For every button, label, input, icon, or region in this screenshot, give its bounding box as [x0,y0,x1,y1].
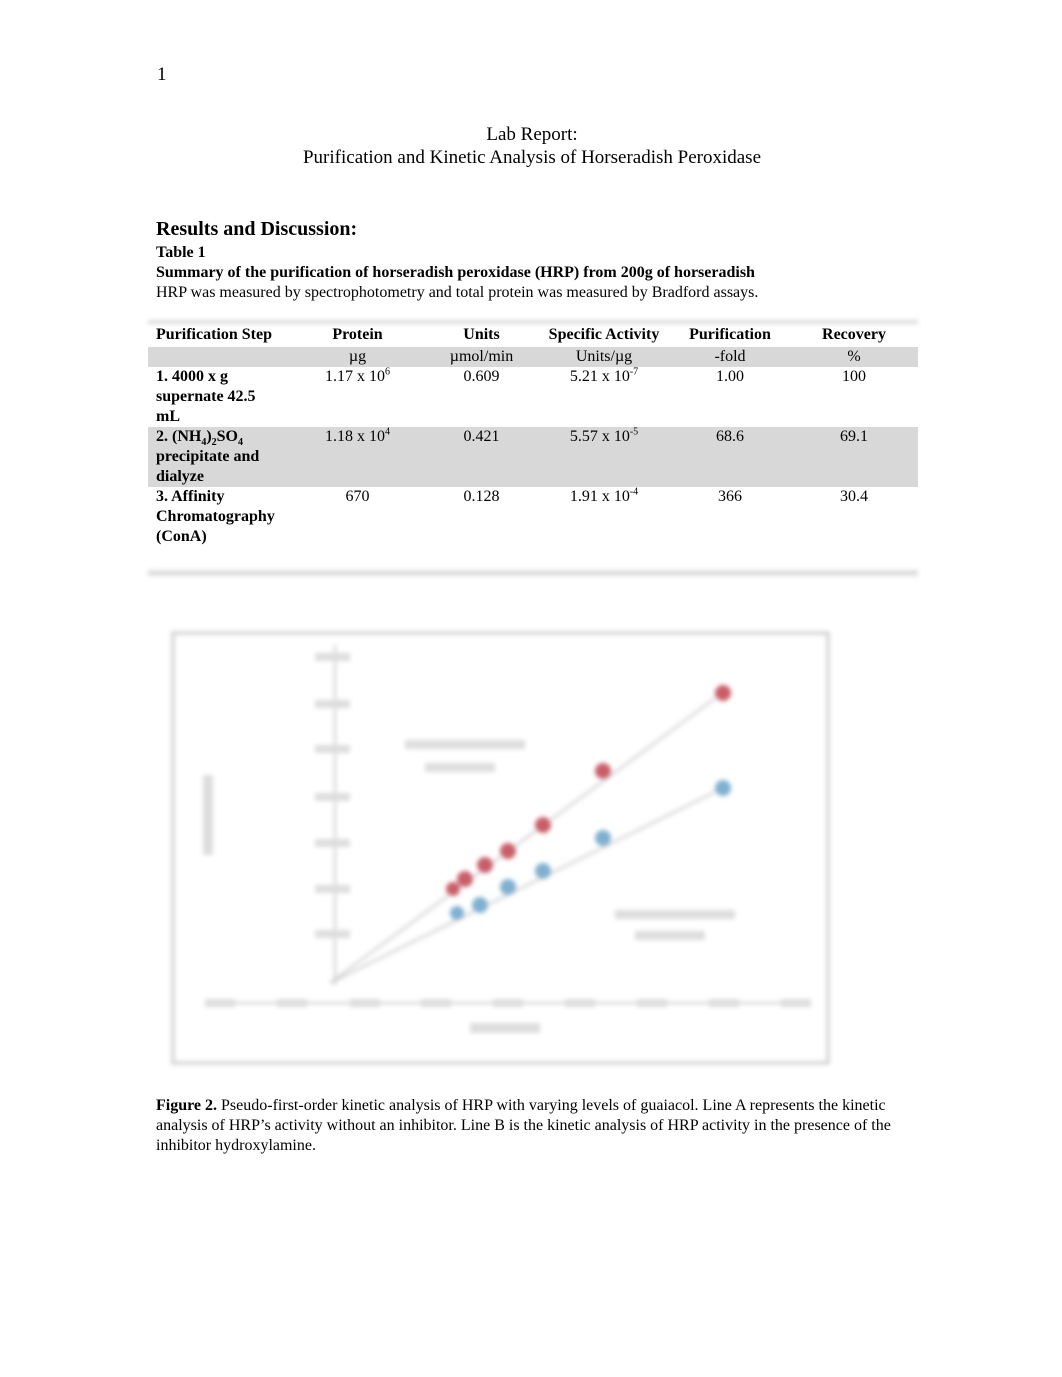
cell-text: 5.57 x 10 [569,428,630,445]
title: Lab Report: [486,124,578,145]
table-cell: Recovery [822,326,886,343]
table-cell: 30.4 [840,488,868,505]
table-cell: µmol/min [425,347,538,367]
title: Purification and Kinetic Analysis of Hor… [302,147,761,168]
table-row: 3. Affinity Chromatography (ConA) 670 0.12… [148,487,918,547]
figure-caption: Figure 2. Pseudo-first-order kinetic ana… [156,1096,916,1156]
cell-text: precipitate and dialyze [156,448,260,485]
page-number: 1 [157,64,167,85]
table-cell: Units/µg [538,347,670,367]
table-row: 1. 4000 x g supernate 42.5 mL 1.17 x 106 0… [148,367,918,427]
cell-text: 2. (NH [156,428,202,445]
cell-text: -4 [629,486,639,498]
table-cell: 366 [718,488,742,505]
table: Purification Step Protein Units Specific Ac… [148,322,918,547]
table-cell: 0.128 [463,488,500,505]
cell-text: -7 [629,366,639,378]
table-cell: Specific Activity [548,326,660,343]
cell-text: 1.18 x 10 [325,428,385,445]
table-note: HRP was measured by spectrophotometry an… [156,284,759,301]
table-rule [148,570,918,576]
table-title: Summary of the purification of horseradi… [156,264,755,281]
cell-text: 5.21 x 10 [569,368,630,385]
table-cell: 5.57 x 10-5 [538,427,670,487]
table-cell: Purification [689,326,771,343]
table-cell: % [790,347,918,367]
table-rule [148,320,918,324]
table-cell: Units [463,326,500,343]
figure-label: Figure 2. [156,1097,218,1114]
table-cell: µg [290,347,425,367]
figure [171,631,830,1065]
table-cell: 68.6 [670,427,790,487]
cell-text: SO [216,428,238,445]
cell-text: 4 [238,437,243,449]
cell-text: 2 [211,437,217,449]
cell-text: -5 [629,426,639,438]
cell-text: 1.91 x 10 [569,488,630,505]
table-cell: 1.17 x 106 [290,367,425,427]
blurred-chart [171,631,830,1065]
table-cell: 1.18 x 104 [290,427,425,487]
figure-text: Pseudo-first-order kinetic analysis of H… [156,1097,891,1154]
table-label: Table 1 [156,244,206,261]
cell-text: 4 [385,426,390,438]
table-row: 2. (NH4)2SO4 precipitate and dialyze 1.18… [148,427,918,487]
table-cell: 670 [345,488,370,505]
table-cell: 0.609 [463,368,500,385]
table-row: µg µmol/min Units/µg -fold% [148,347,918,367]
table-row: Purification Step Protein Units Specific Ac… [148,322,918,347]
table-cell [148,347,290,367]
table-cell: 1.00 [716,368,744,385]
table-cell: Protein [332,326,383,343]
table-cell: 1. 4000 x g supernate 42.5 mL [156,368,256,425]
table-cell: 69.1 [790,427,918,487]
section-heading: Results and Discussion: [156,218,358,240]
table-cell: 1.91 x 10-4 [538,487,670,547]
cell-text: 1.17 x 10 [325,368,385,385]
cell-text: 4 [201,437,207,449]
table-cell: 100 [842,368,866,385]
table-cell: 0.421 [425,427,538,487]
cell-text: 6 [385,366,390,378]
table-cell: Purification Step [156,326,272,343]
table-cell: 2. (NH4)2SO4 precipitate and dialyze [148,427,290,487]
table-cell: -fold [670,347,790,367]
table-cell: 3. Affinity Chromatography (ConA) [156,488,275,545]
table-cell: 5.21 x 10-7 [538,367,670,427]
cell-text: ) [206,428,212,445]
